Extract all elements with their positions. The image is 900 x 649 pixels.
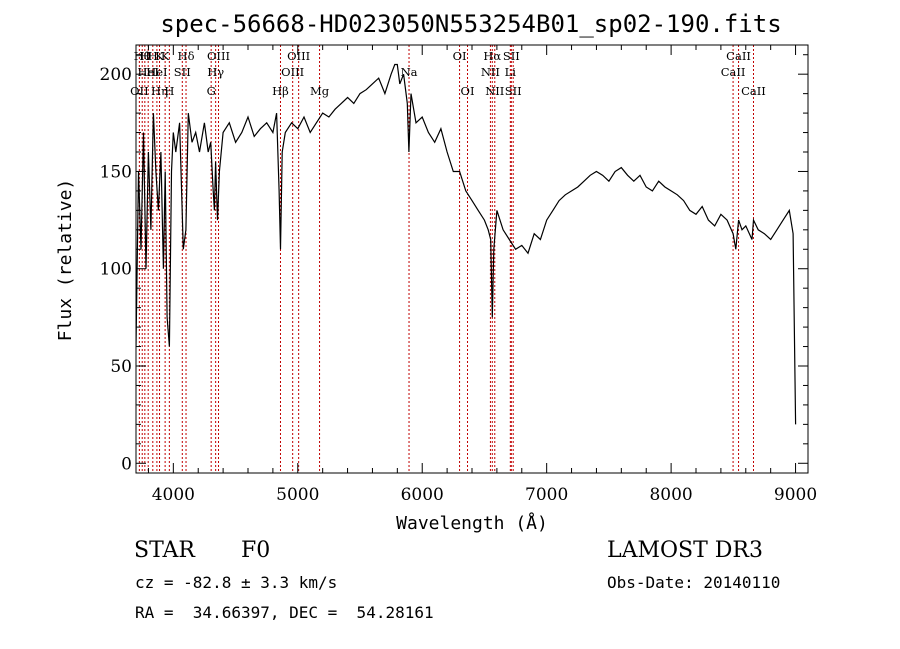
line-label: CaII <box>721 65 746 79</box>
line-label: CaII <box>726 49 751 63</box>
survey-name: LAMOST DR3 <box>607 538 763 563</box>
line-label: OIII <box>287 49 310 63</box>
spectrum-line <box>136 63 797 425</box>
emission-line-markers <box>138 45 754 473</box>
radial-velocity: cz = -82.8 ± 3.3 km/s <box>135 573 338 592</box>
line-label: OIII <box>207 49 230 63</box>
y-tick-label: 100 <box>100 260 132 280</box>
line-label: H <box>140 49 150 63</box>
spectral-subclass: F0 <box>241 538 271 563</box>
emission-line-labels: OIIHθHHeIHHeIKHηKHSIIHδGHγOIIIHβOIIIOIII… <box>130 49 766 98</box>
line-label: Hη <box>151 84 168 98</box>
y-tick-label: 200 <box>100 65 132 85</box>
line-label: Li <box>505 65 517 79</box>
line-label: Hα <box>483 49 501 63</box>
line-label: G <box>207 84 216 98</box>
line-label: K <box>161 49 170 63</box>
y-axis-ticks: 0 50 100 150 200 <box>100 54 808 474</box>
line-label: Na <box>401 65 418 79</box>
line-label: Mg <box>310 84 330 98</box>
line-label: Hδ <box>178 49 195 63</box>
line-label: Hθ <box>134 49 151 63</box>
observation-date: Obs-Date: 20140110 <box>607 573 781 592</box>
line-label: OIII <box>281 65 304 79</box>
line-label: OI <box>453 49 467 63</box>
object-class: STAR <box>134 538 195 563</box>
line-label: HeI <box>138 65 159 79</box>
y-tick-label: 0 <box>121 454 132 474</box>
line-label: SII <box>503 49 520 63</box>
line-label: SII <box>505 84 522 98</box>
line-label: OI <box>461 84 475 98</box>
line-label: Hγ <box>207 65 224 79</box>
x-tick-label: 4000 <box>152 485 195 505</box>
coordinates: RA = 34.66397, DEC = 54.28161 <box>135 603 434 622</box>
x-tick-label: 6000 <box>401 485 444 505</box>
x-tick-label: 5000 <box>276 485 319 505</box>
x-axis-ticks: 4000 5000 6000 7000 8000 9000 <box>147 45 817 505</box>
y-tick-label: 50 <box>110 357 132 377</box>
x-tick-label: 8000 <box>649 485 692 505</box>
line-label: OII <box>130 84 149 98</box>
line-label: H <box>164 84 174 98</box>
y-tick-label: 150 <box>100 162 132 182</box>
y-axis-label: Flux (relative) <box>55 179 76 342</box>
line-label: H <box>148 49 158 63</box>
x-axis-label: Wavelength (Å) <box>396 512 548 534</box>
chart-title: spec-56668-HD023050N553254B01_sp02-190.f… <box>160 10 781 38</box>
line-label: K <box>155 49 164 63</box>
plot-frame <box>135 44 809 474</box>
x-tick-label: 9000 <box>774 485 817 505</box>
line-label: NII <box>481 65 500 79</box>
line-label: SII <box>174 65 191 79</box>
line-label: HeI <box>146 65 167 79</box>
x-tick-label: 7000 <box>525 485 568 505</box>
line-label: NII <box>485 84 504 98</box>
line-label: CaII <box>741 84 766 98</box>
line-label: Hβ <box>272 84 289 98</box>
